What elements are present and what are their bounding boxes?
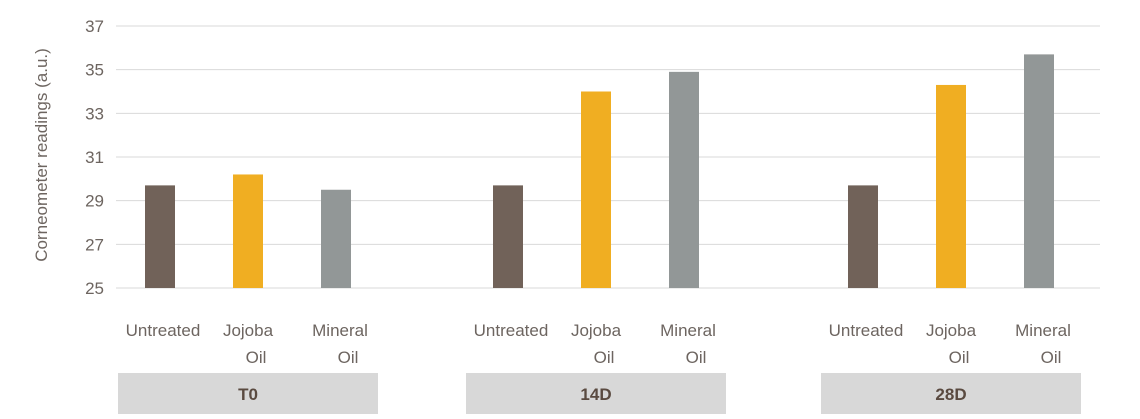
x-category-label: Jojoba Oil	[926, 321, 977, 367]
x-category-label: Untreated	[474, 321, 549, 340]
bar-28d-jojoba-oil	[936, 84, 966, 288]
y-tick-label: 29	[85, 192, 104, 211]
y-tick-label: 27	[85, 235, 104, 254]
group-label: 28D	[935, 385, 966, 404]
bar-14d-jojoba-oil	[581, 91, 611, 288]
group-label: 14D	[580, 385, 611, 404]
x-category-label: Untreated	[126, 321, 201, 340]
group-label: T0	[238, 385, 258, 404]
y-axis-label: Corneometer readings (a.u.)	[32, 48, 51, 262]
y-tick-label: 35	[85, 61, 104, 80]
y-tick-label: 25	[85, 279, 104, 298]
group-label-box	[118, 373, 378, 414]
bar-14d-untreated	[493, 185, 523, 288]
bar-28d-untreated	[848, 185, 878, 288]
x-category-label: Untreated	[829, 321, 904, 340]
x-category-label: Jojoba Oil	[571, 321, 622, 367]
bar-14d-mineral-oil	[669, 71, 699, 288]
x-category-label: Mineral Oil	[660, 321, 716, 367]
y-tick-label: 33	[85, 104, 104, 123]
group-label-box	[821, 373, 1081, 414]
group-label-box	[466, 373, 726, 414]
bar-t0-untreated	[145, 185, 175, 288]
y-tick-label: 37	[85, 17, 104, 36]
x-category-label: Jojoba Oil	[223, 321, 274, 367]
bar-t0-mineral-oil	[321, 189, 351, 288]
x-category-label: Mineral Oil	[1015, 321, 1071, 367]
y-tick-label: 31	[85, 148, 104, 167]
bar-28d-mineral-oil	[1024, 54, 1054, 289]
bar-t0-jojoba-oil	[233, 174, 263, 288]
x-category-label: Mineral Oil	[312, 321, 368, 367]
